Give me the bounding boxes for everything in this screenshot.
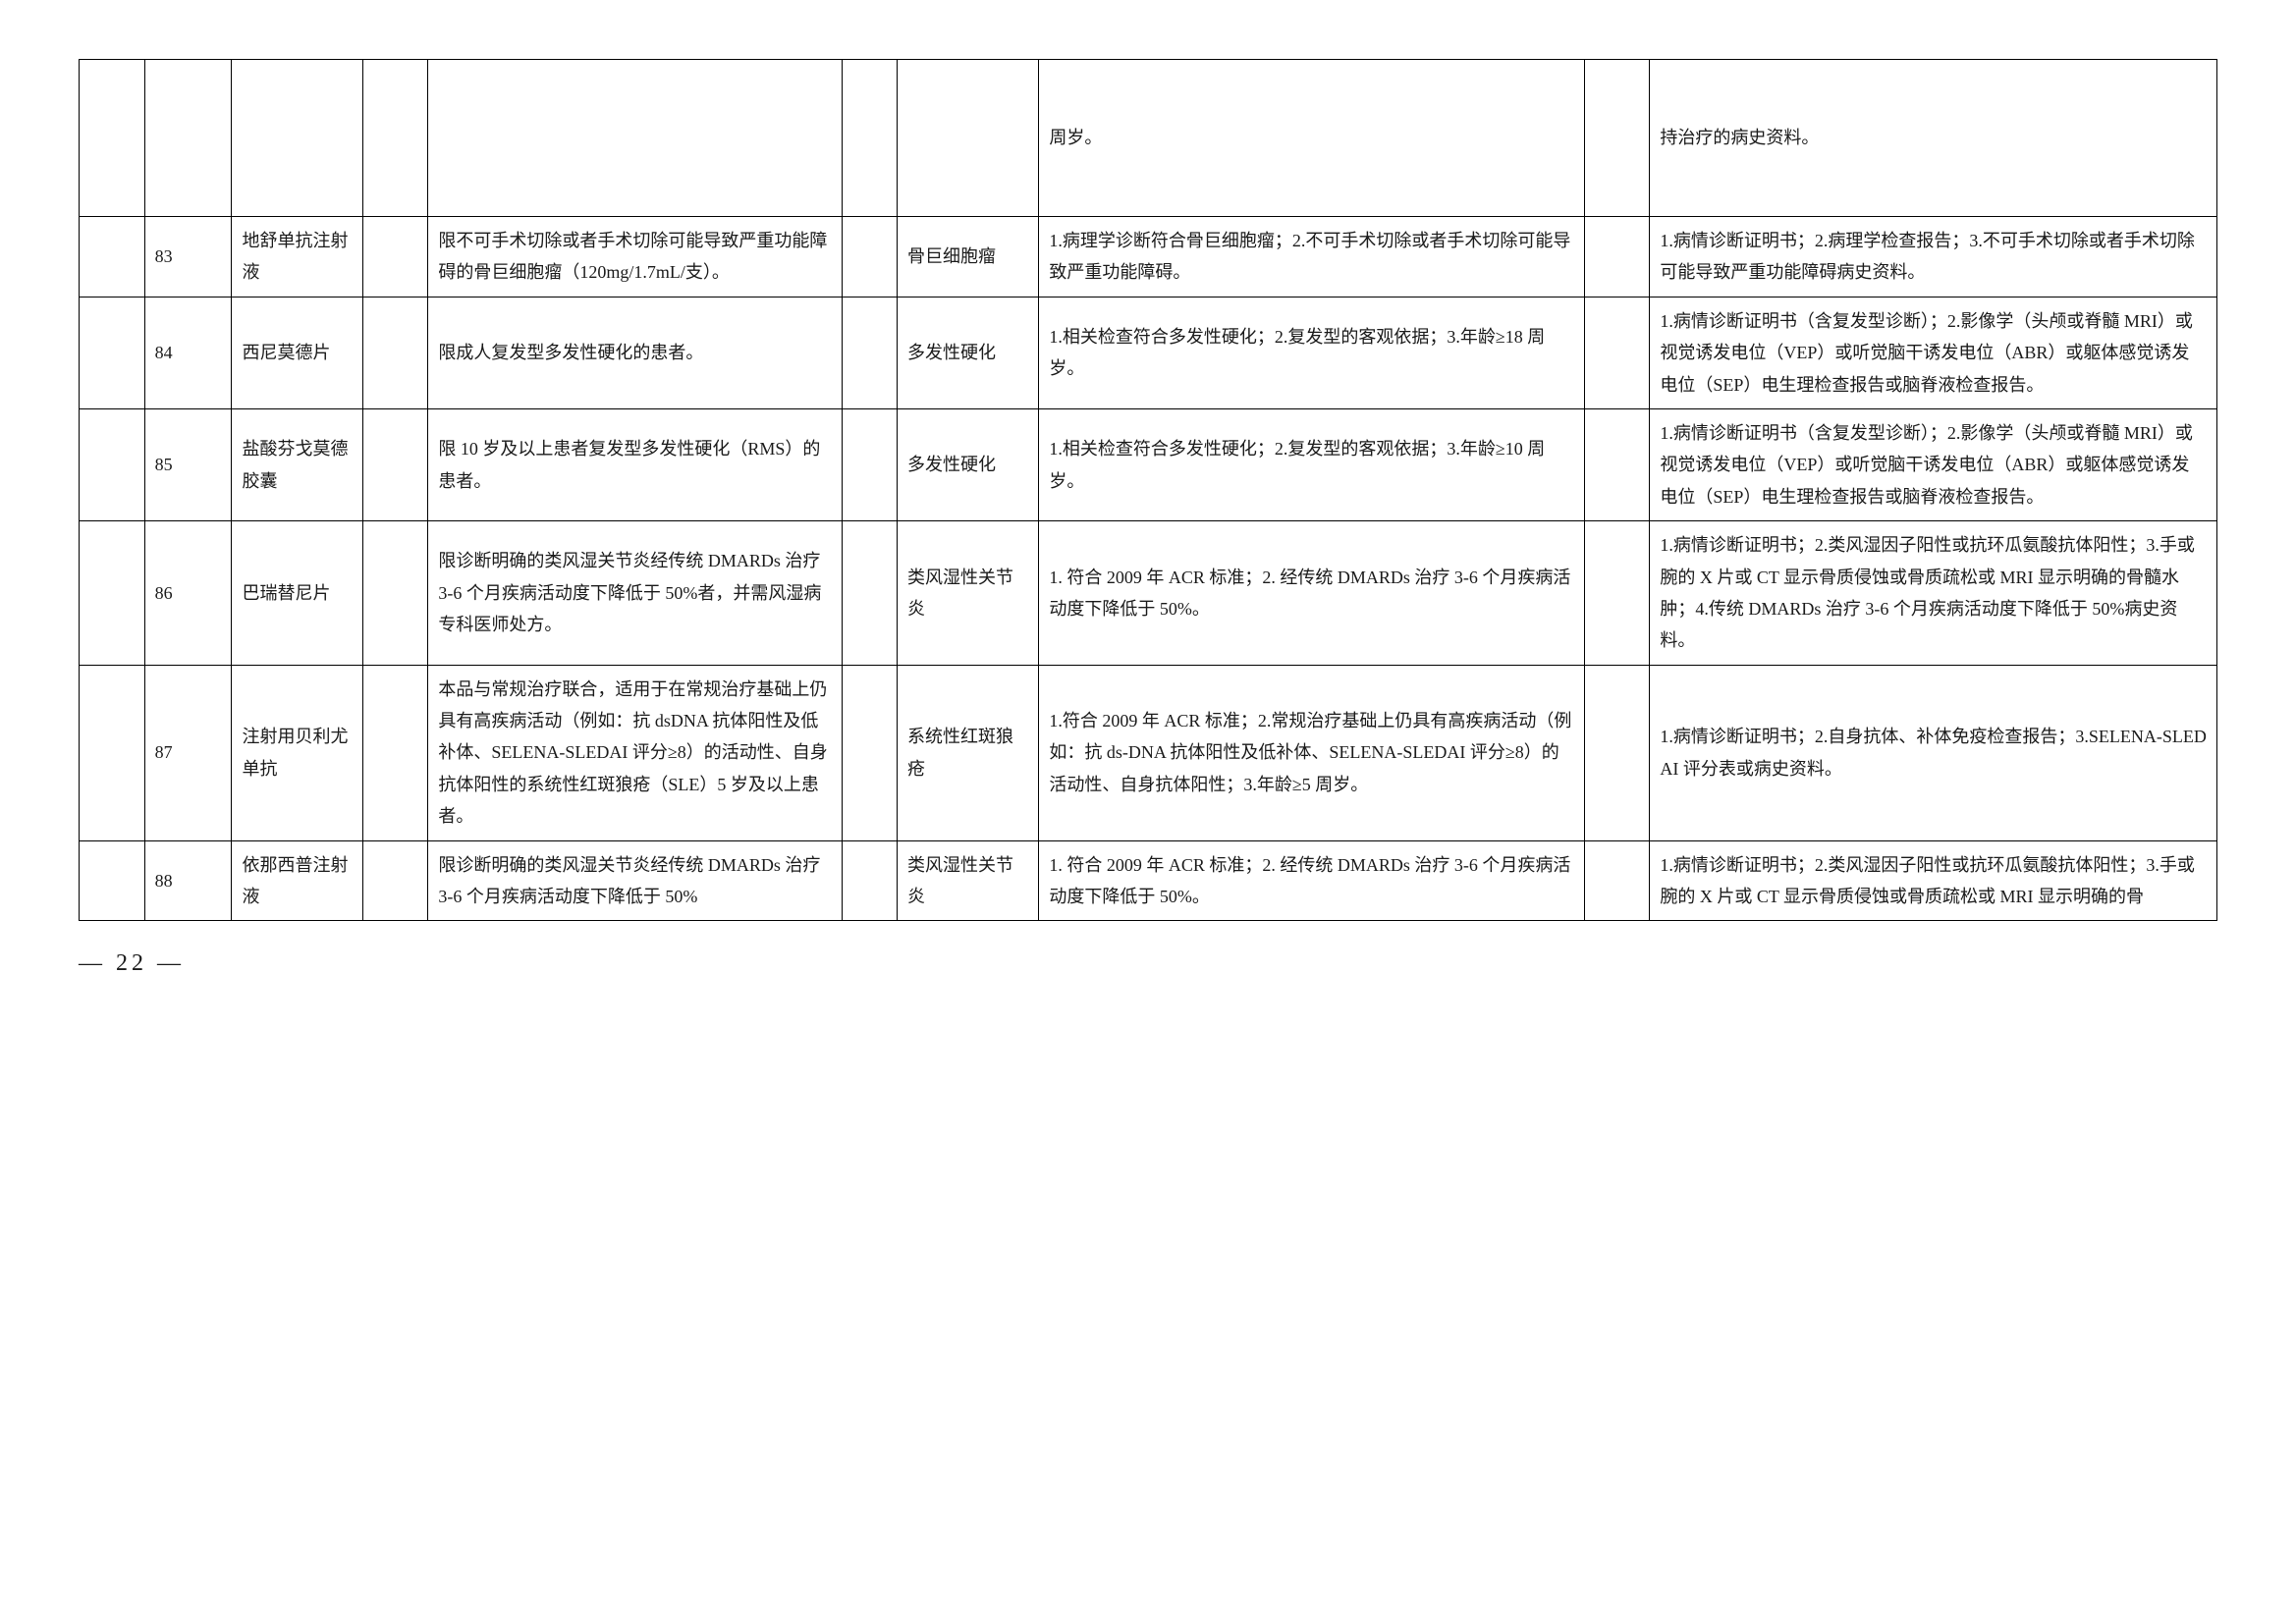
page-content: 周岁。持治疗的病史资料。83地舒单抗注射液限不可手术切除或者手术切除可能导致严重… [79,59,2217,977]
table-body: 周岁。持治疗的病史资料。83地舒单抗注射液限不可手术切除或者手术切除可能导致严重… [80,60,2217,921]
cell-blank [843,665,898,840]
cell-blank [362,521,428,666]
table-row: 86巴瑞替尼片限诊断明确的类风湿关节炎经传统 DMARDs 治疗 3-6 个月疾… [80,521,2217,666]
cell-blank [362,297,428,408]
cell-blank [1584,665,1650,840]
cell-drug: 盐酸芬戈莫德胶囊 [232,408,362,520]
cell-limit: 限诊断明确的类风湿关节炎经传统 DMARDs 治疗 3-6 个月疾病活动度下降低… [428,840,843,921]
cell-blank [1584,297,1650,408]
cell-drug: 地舒单抗注射液 [232,217,362,298]
cell-docs: 1.病情诊断证明书；2.类风湿因子阳性或抗环瓜氨酸抗体阳性；3.手或腕的 X 片… [1650,840,2217,921]
cell-limit: 限成人复发型多发性硬化的患者。 [428,297,843,408]
cell-drug: 西尼莫德片 [232,297,362,408]
cell-limit [428,60,843,217]
cell-num: 87 [144,665,232,840]
table-row: 83地舒单抗注射液限不可手术切除或者手术切除可能导致严重功能障碍的骨巨细胞瘤（1… [80,217,2217,298]
cell-blank [80,521,145,666]
cell-num: 84 [144,297,232,408]
cell-blank [80,408,145,520]
cell-disease: 多发性硬化 [898,297,1039,408]
cell-docs: 持治疗的病史资料。 [1650,60,2217,217]
cell-blank [80,217,145,298]
cell-limit: 限诊断明确的类风湿关节炎经传统 DMARDs 治疗 3-6 个月疾病活动度下降低… [428,521,843,666]
cell-num: 88 [144,840,232,921]
cell-docs: 1.病情诊断证明书；2.病理学检查报告；3.不可手术切除或者手术切除可能导致严重… [1650,217,2217,298]
cell-docs: 1.病情诊断证明书；2.自身抗体、补体免疫检查报告；3.SELENA-SLEDA… [1650,665,2217,840]
cell-blank [843,217,898,298]
cell-criteria: 1.相关检查符合多发性硬化；2.复发型的客观依据；3.年龄≥18 周岁。 [1039,297,1584,408]
cell-disease: 类风湿性关节炎 [898,840,1039,921]
drug-table: 周岁。持治疗的病史资料。83地舒单抗注射液限不可手术切除或者手术切除可能导致严重… [79,59,2217,921]
cell-drug: 注射用贝利尤单抗 [232,665,362,840]
cell-blank [362,408,428,520]
cell-criteria: 周岁。 [1039,60,1584,217]
page-number: — 22 — [79,950,2217,977]
cell-criteria: 1.符合 2009 年 ACR 标准；2.常规治疗基础上仍具有高疾病活动（例如：… [1039,665,1584,840]
cell-limit: 限 10 岁及以上患者复发型多发性硬化（RMS）的患者。 [428,408,843,520]
cell-blank [80,60,145,217]
cell-drug: 巴瑞替尼片 [232,521,362,666]
cell-disease: 骨巨细胞瘤 [898,217,1039,298]
cell-drug: 依那西普注射液 [232,840,362,921]
cell-criteria: 1.病理学诊断符合骨巨细胞瘤；2.不可手术切除或者手术切除可能导致严重功能障碍。 [1039,217,1584,298]
cell-num: 86 [144,521,232,666]
cell-blank [843,408,898,520]
cell-num [144,60,232,217]
cell-docs: 1.病情诊断证明书；2.类风湿因子阳性或抗环瓜氨酸抗体阳性；3.手或腕的 X 片… [1650,521,2217,666]
cell-blank [1584,521,1650,666]
cell-blank [843,297,898,408]
cell-docs: 1.病情诊断证明书（含复发型诊断）；2.影像学（头颅或脊髓 MRI）或视觉诱发电… [1650,408,2217,520]
cell-drug [232,60,362,217]
cell-blank [1584,840,1650,921]
table-row: 85盐酸芬戈莫德胶囊限 10 岁及以上患者复发型多发性硬化（RMS）的患者。多发… [80,408,2217,520]
cell-disease: 多发性硬化 [898,408,1039,520]
cell-blank [362,665,428,840]
cell-num: 85 [144,408,232,520]
cell-blank [80,840,145,921]
cell-limit: 限不可手术切除或者手术切除可能导致严重功能障碍的骨巨细胞瘤（120mg/1.7m… [428,217,843,298]
cell-num: 83 [144,217,232,298]
cell-blank [1584,60,1650,217]
cell-blank [362,60,428,217]
cell-disease: 系统性红斑狼疮 [898,665,1039,840]
cell-blank [843,60,898,217]
cell-blank [843,840,898,921]
cell-criteria: 1. 符合 2009 年 ACR 标准；2. 经传统 DMARDs 治疗 3-6… [1039,840,1584,921]
cell-blank [362,217,428,298]
cell-blank [362,840,428,921]
cell-blank [80,297,145,408]
cell-blank [1584,217,1650,298]
cell-disease [898,60,1039,217]
cell-disease: 类风湿性关节炎 [898,521,1039,666]
cell-limit: 本品与常规治疗联合，适用于在常规治疗基础上仍具有高疾病活动（例如：抗 dsDNA… [428,665,843,840]
cell-blank [843,521,898,666]
cell-blank [80,665,145,840]
cell-criteria: 1.相关检查符合多发性硬化；2.复发型的客观依据；3.年龄≥10 周岁。 [1039,408,1584,520]
table-row: 88依那西普注射液限诊断明确的类风湿关节炎经传统 DMARDs 治疗 3-6 个… [80,840,2217,921]
cell-criteria: 1. 符合 2009 年 ACR 标准；2. 经传统 DMARDs 治疗 3-6… [1039,521,1584,666]
table-row: 84西尼莫德片限成人复发型多发性硬化的患者。多发性硬化1.相关检查符合多发性硬化… [80,297,2217,408]
cell-docs: 1.病情诊断证明书（含复发型诊断）；2.影像学（头颅或脊髓 MRI）或视觉诱发电… [1650,297,2217,408]
table-row: 87注射用贝利尤单抗本品与常规治疗联合，适用于在常规治疗基础上仍具有高疾病活动（… [80,665,2217,840]
table-row: 周岁。持治疗的病史资料。 [80,60,2217,217]
cell-blank [1584,408,1650,520]
